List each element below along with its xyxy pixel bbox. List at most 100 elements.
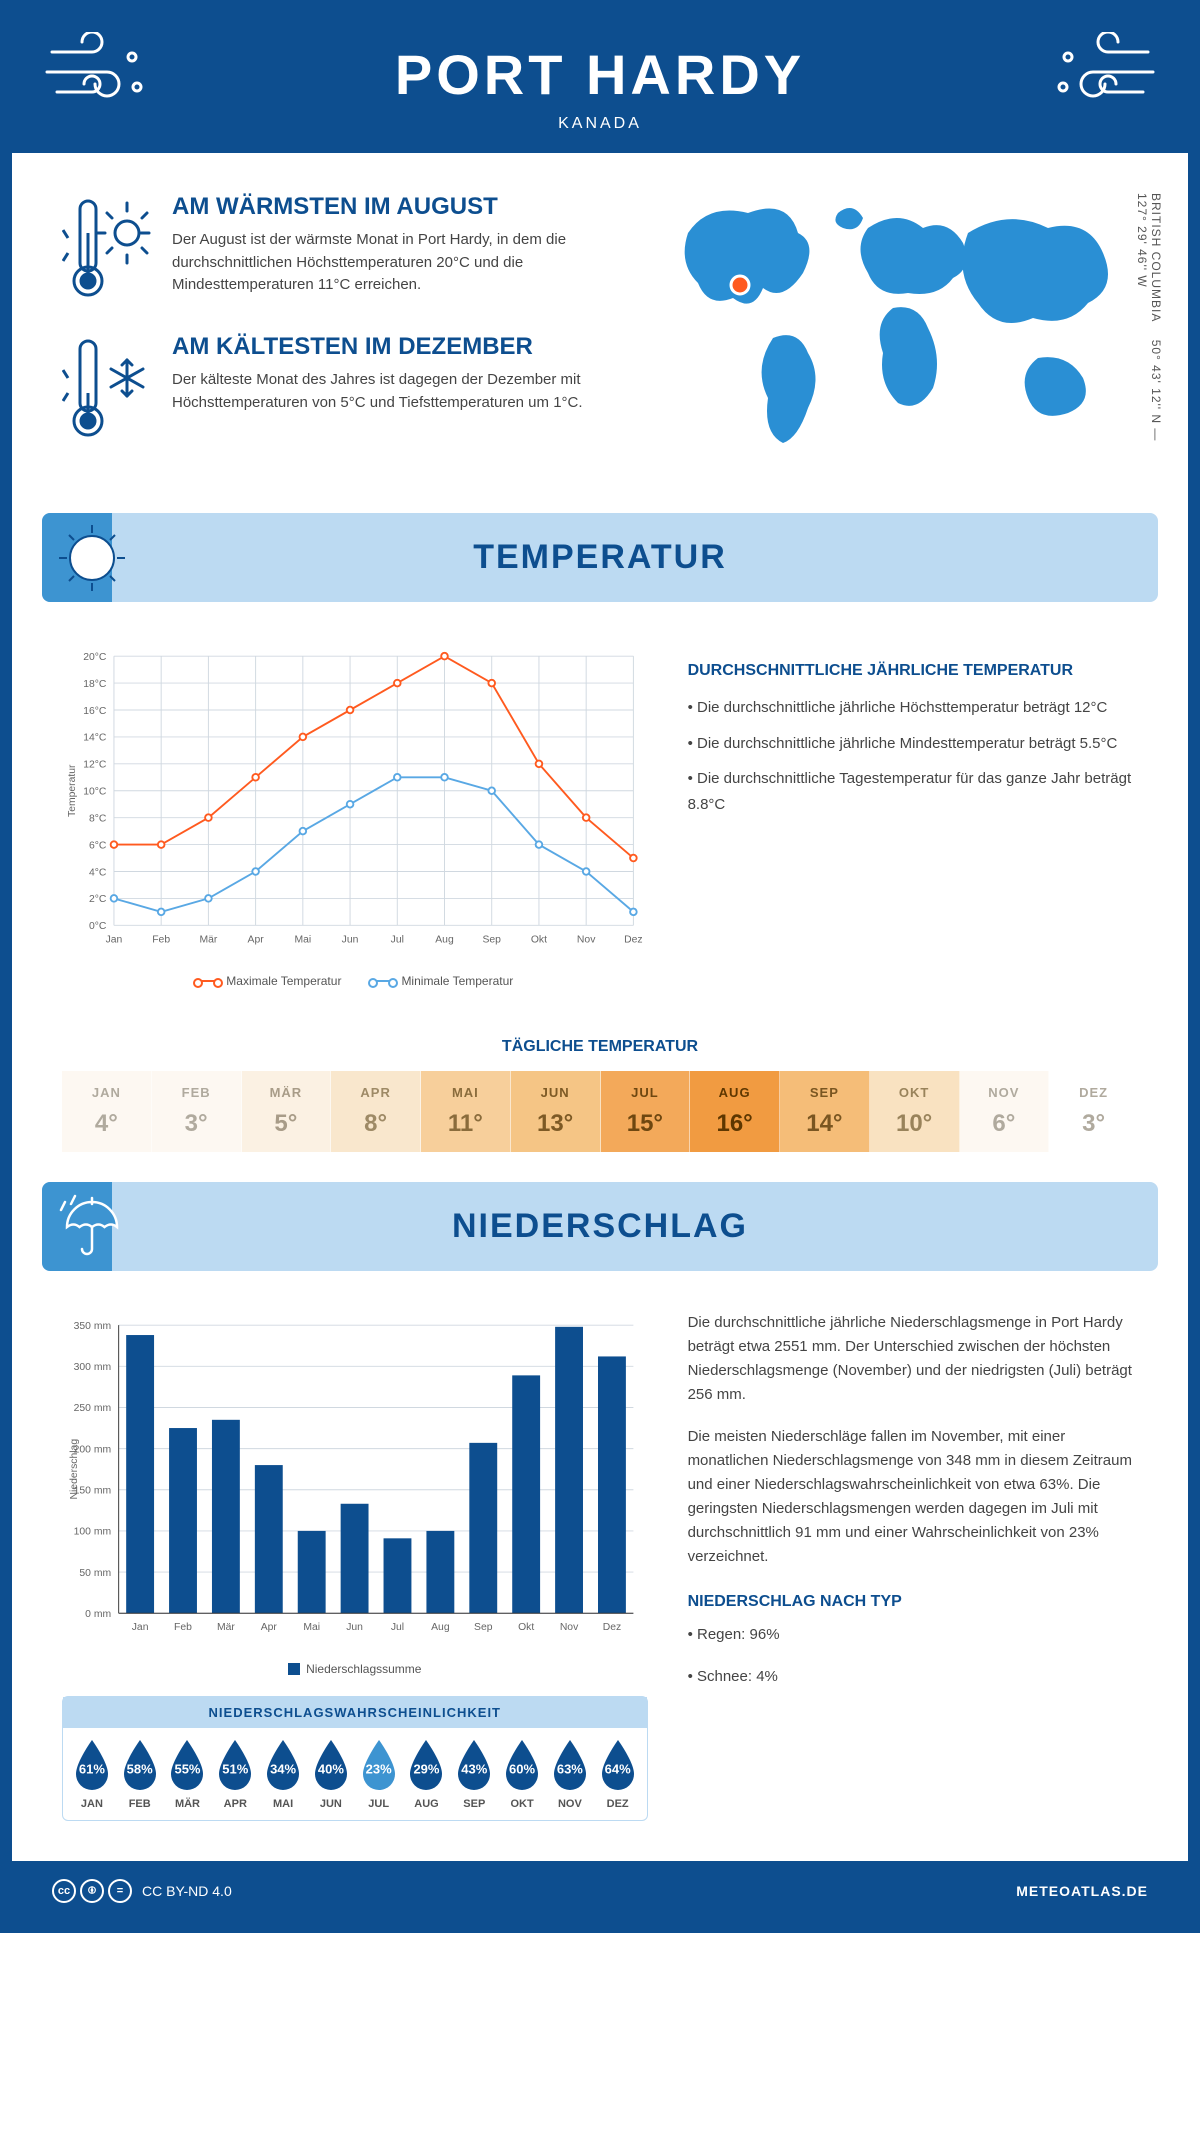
- site-name: METEOATLAS.DE: [1016, 1883, 1148, 1899]
- likelihood-title: NIEDERSCHLAGSWAHRSCHEINLICHKEIT: [63, 1697, 647, 1728]
- temp-tile: MÄR5°: [242, 1071, 332, 1152]
- svg-text:Nov: Nov: [577, 934, 596, 945]
- svg-text:Mai: Mai: [303, 1622, 320, 1633]
- likelihood-drop: 23%JUL: [356, 1738, 402, 1810]
- likelihood-drop: 43%SEP: [451, 1738, 497, 1810]
- warmest-title: AM WÄRMSTEN IM AUGUST: [172, 193, 628, 221]
- page-title: PORT HARDY: [32, 42, 1168, 107]
- svg-text:100 mm: 100 mm: [74, 1527, 111, 1538]
- likelihood-drop: 55%MÄR: [165, 1738, 211, 1810]
- daily-temp-title: TÄGLICHE TEMPERATUR: [12, 1038, 1188, 1056]
- likelihood-drop: 40%JUN: [308, 1738, 354, 1810]
- svg-text:Dez: Dez: [624, 934, 642, 945]
- temp-tile: AUG16°: [690, 1071, 780, 1152]
- likelihood-box: NIEDERSCHLAGSWAHRSCHEINLICHKEIT 61%JAN58…: [62, 1696, 648, 1821]
- svg-text:Jun: Jun: [346, 1622, 363, 1633]
- header-banner: PORT HARDY KANADA: [12, 12, 1188, 153]
- umbrella-icon: [57, 1192, 127, 1262]
- temp-line-chart: 0°C2°C4°C6°C8°C10°C12°C14°C16°C18°C20°CJ…: [62, 642, 648, 988]
- svg-text:4°C: 4°C: [89, 867, 107, 878]
- likelihood-drop: 34%MAI: [260, 1738, 306, 1810]
- svg-text:0°C: 0°C: [89, 921, 107, 932]
- precip-section-banner: NIEDERSCHLAG: [42, 1182, 1158, 1271]
- coldest-title: AM KÄLTESTEN IM DEZEMBER: [172, 333, 628, 361]
- temp-tile: DEZ3°: [1049, 1071, 1138, 1152]
- svg-text:0 mm: 0 mm: [85, 1609, 111, 1620]
- svg-text:Aug: Aug: [431, 1622, 450, 1633]
- cc-icon: cc🅯=: [52, 1879, 132, 1903]
- svg-text:Jul: Jul: [391, 1622, 404, 1633]
- svg-text:Jun: Jun: [342, 934, 359, 945]
- wind-icon: [42, 32, 162, 112]
- svg-text:Apr: Apr: [261, 1622, 278, 1633]
- svg-text:Jan: Jan: [106, 934, 123, 945]
- svg-text:12°C: 12°C: [83, 760, 107, 771]
- temp-tile: SEP14°: [780, 1071, 870, 1152]
- svg-text:14°C: 14°C: [83, 733, 107, 744]
- precip-section-title: NIEDERSCHLAG: [82, 1207, 1118, 1246]
- svg-text:2°C: 2°C: [89, 894, 107, 905]
- svg-text:18°C: 18°C: [83, 679, 107, 690]
- likelihood-drop: 63%NOV: [547, 1738, 593, 1810]
- thermometer-sun-icon: [62, 193, 152, 303]
- coldest-fact: AM KÄLTESTEN IM DEZEMBER Der kälteste Mo…: [62, 333, 628, 443]
- likelihood-drop: 51%APR: [212, 1738, 258, 1810]
- svg-text:Apr: Apr: [248, 934, 265, 945]
- daily-temp-tiles: JAN4°FEB3°MÄR5°APR8°MAI11°JUN13°JUL15°AU…: [62, 1071, 1138, 1152]
- temp-tile: FEB3°: [152, 1071, 242, 1152]
- svg-text:Feb: Feb: [152, 934, 170, 945]
- svg-text:Mär: Mär: [199, 934, 217, 945]
- temp-description: DURCHSCHNITTLICHE JÄHRLICHE TEMPERATUR •…: [688, 642, 1138, 988]
- svg-text:20°C: 20°C: [83, 652, 107, 663]
- temp-desc-title: DURCHSCHNITTLICHE JÄHRLICHE TEMPERATUR: [688, 662, 1138, 680]
- precip-legend: Niederschlagssumme: [62, 1662, 648, 1676]
- svg-text:10°C: 10°C: [83, 787, 107, 798]
- coldest-text: Der kälteste Monat des Jahres ist dagege…: [172, 369, 628, 414]
- likelihood-drop: 29%AUG: [404, 1738, 450, 1810]
- svg-text:50 mm: 50 mm: [79, 1568, 111, 1579]
- temp-tile: OKT10°: [870, 1071, 960, 1152]
- svg-text:Dez: Dez: [603, 1622, 621, 1633]
- world-map-svg: [658, 193, 1138, 453]
- likelihood-drop: 64%DEZ: [595, 1738, 641, 1810]
- precip-bar-chart: 0 mm50 mm100 mm150 mm200 mm250 mm300 mm3…: [62, 1311, 648, 1841]
- license-text: CC BY-ND 4.0: [142, 1883, 232, 1899]
- warmest-text: Der August ist der wärmste Monat in Port…: [172, 229, 628, 297]
- warmest-fact: AM WÄRMSTEN IM AUGUST Der August ist der…: [62, 193, 628, 303]
- svg-text:Temperatur: Temperatur: [67, 764, 78, 817]
- svg-text:Mär: Mär: [217, 1622, 235, 1633]
- svg-text:Niederschlag: Niederschlag: [69, 1439, 80, 1500]
- svg-text:8°C: 8°C: [89, 813, 107, 824]
- temp-tile: NOV6°: [960, 1071, 1050, 1152]
- svg-text:Mai: Mai: [294, 934, 311, 945]
- likelihood-drop: 60%OKT: [499, 1738, 545, 1810]
- svg-text:Feb: Feb: [174, 1622, 192, 1633]
- svg-text:16°C: 16°C: [83, 706, 107, 717]
- temp-legend: Maximale Temperatur Minimale Temperatur: [62, 974, 648, 988]
- temp-tile: JAN4°: [62, 1071, 152, 1152]
- temp-section-banner: TEMPERATUR: [42, 513, 1158, 602]
- svg-text:Nov: Nov: [560, 1622, 579, 1633]
- coordinates: BRITISH COLUMBIA 50° 43' 12'' N — 127° 2…: [1135, 193, 1163, 473]
- temp-tile: JUL15°: [601, 1071, 691, 1152]
- svg-text:250 mm: 250 mm: [74, 1403, 111, 1414]
- sun-icon: [57, 523, 127, 593]
- footer: cc🅯= CC BY-ND 4.0 METEOATLAS.DE: [12, 1861, 1188, 1921]
- likelihood-drop: 61%JAN: [69, 1738, 115, 1810]
- intro-row: AM WÄRMSTEN IM AUGUST Der August ist der…: [12, 153, 1188, 493]
- thermometer-snow-icon: [62, 333, 152, 443]
- wind-icon: [1038, 32, 1158, 112]
- svg-text:Jan: Jan: [132, 1622, 149, 1633]
- temp-tile: JUN13°: [511, 1071, 601, 1152]
- world-map: BRITISH COLUMBIA 50° 43' 12'' N — 127° 2…: [658, 193, 1138, 473]
- svg-text:Jul: Jul: [391, 934, 404, 945]
- svg-text:Okt: Okt: [531, 934, 547, 945]
- likelihood-drop: 58%FEB: [117, 1738, 163, 1810]
- svg-text:Aug: Aug: [435, 934, 454, 945]
- temp-tile: APR8°: [331, 1071, 421, 1152]
- svg-text:Sep: Sep: [474, 1622, 493, 1633]
- svg-text:Sep: Sep: [482, 934, 501, 945]
- svg-text:350 mm: 350 mm: [74, 1321, 111, 1332]
- svg-text:Okt: Okt: [518, 1622, 534, 1633]
- precip-description: Die durchschnittliche jährliche Niedersc…: [688, 1311, 1138, 1841]
